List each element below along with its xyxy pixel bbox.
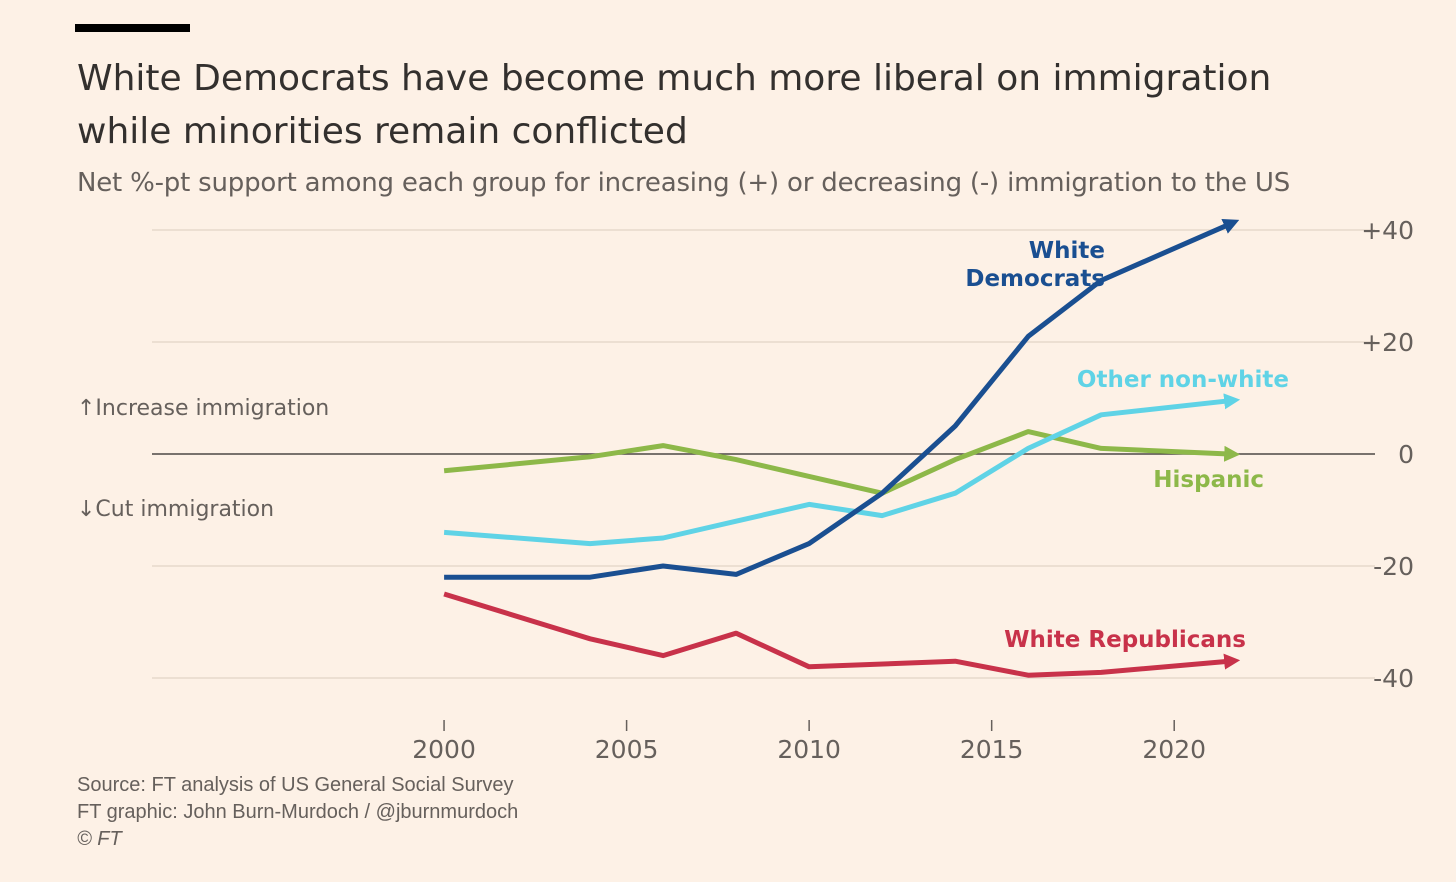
series-line-white-republicans xyxy=(443,591,1241,678)
series-line-hispanic xyxy=(443,429,1241,496)
footer: Source: FT analysis of US General Social… xyxy=(77,772,518,853)
x-tick-label: 2020 xyxy=(1142,735,1206,764)
series-label-other-non-white: Other non-white xyxy=(1077,367,1289,393)
header-rule xyxy=(75,24,190,32)
series-label-line: White Republicans xyxy=(1004,627,1246,653)
series-label-white-republicans: White Republicans xyxy=(1004,627,1246,653)
series-label-line: Hispanic xyxy=(1153,467,1264,493)
chart-title: White Democrats have become much more li… xyxy=(77,52,1337,158)
chart-title-line-2: while minorities remain conflicted xyxy=(77,111,688,152)
x-tick-label: 2015 xyxy=(960,735,1024,764)
y-tick-label: -20 xyxy=(1373,552,1414,581)
series-label-line: White xyxy=(1029,238,1105,264)
y-tick-label: +20 xyxy=(1361,328,1414,357)
y-tick-label: -40 xyxy=(1373,664,1414,693)
x-tick-label: 2005 xyxy=(595,735,659,764)
series-lines xyxy=(443,218,1241,678)
series-line-white-democrats xyxy=(444,218,1240,580)
graphic-credit: FT graphic: John Burn-Murdoch / @jburnmu… xyxy=(77,801,519,823)
series-label-line: Democrats xyxy=(965,266,1105,292)
series-label-hispanic: Hispanic xyxy=(1153,467,1264,493)
x-tick-label: 2000 xyxy=(412,735,476,764)
series-line-other-non-white xyxy=(443,393,1241,547)
x-axis: 2000 2005 2010 2015 2020 xyxy=(412,720,1206,764)
chart-subtitle: Net %-pt support among each group for in… xyxy=(77,168,1290,198)
chart-title-line-1: White Democrats have become much more li… xyxy=(77,58,1272,99)
direction-annotations: ↑Increase immigration ↓Cut immigration xyxy=(77,396,329,522)
copyright: © FT xyxy=(77,828,122,850)
series-labels: White Democrats Other non-white Hispanic Whi… xyxy=(965,238,1289,653)
increase-immigration-label: ↑Increase immigration xyxy=(77,396,329,421)
series-label-white-democrats: White Democrats xyxy=(965,238,1105,292)
series-label-line: Other non-white xyxy=(1077,367,1289,393)
y-tick-label: +40 xyxy=(1361,216,1414,245)
source-note: Source: FT analysis of US General Social… xyxy=(77,774,514,796)
y-tick-label: 0 xyxy=(1398,440,1414,469)
cut-immigration-label: ↓Cut immigration xyxy=(77,497,274,522)
x-tick-label: 2010 xyxy=(777,735,841,764)
y-axis: +40 +20 0 -20 -40 xyxy=(1361,216,1414,693)
gridlines xyxy=(152,229,1375,679)
